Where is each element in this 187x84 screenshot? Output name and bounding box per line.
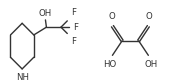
Text: O: O [146,12,153,21]
Text: F: F [71,8,76,17]
Text: OH: OH [145,60,158,69]
Text: NH: NH [16,73,29,82]
Text: F: F [71,37,76,46]
Text: F: F [73,23,78,32]
Text: OH: OH [39,9,52,18]
Text: O: O [108,12,115,21]
Text: HO: HO [103,60,116,69]
